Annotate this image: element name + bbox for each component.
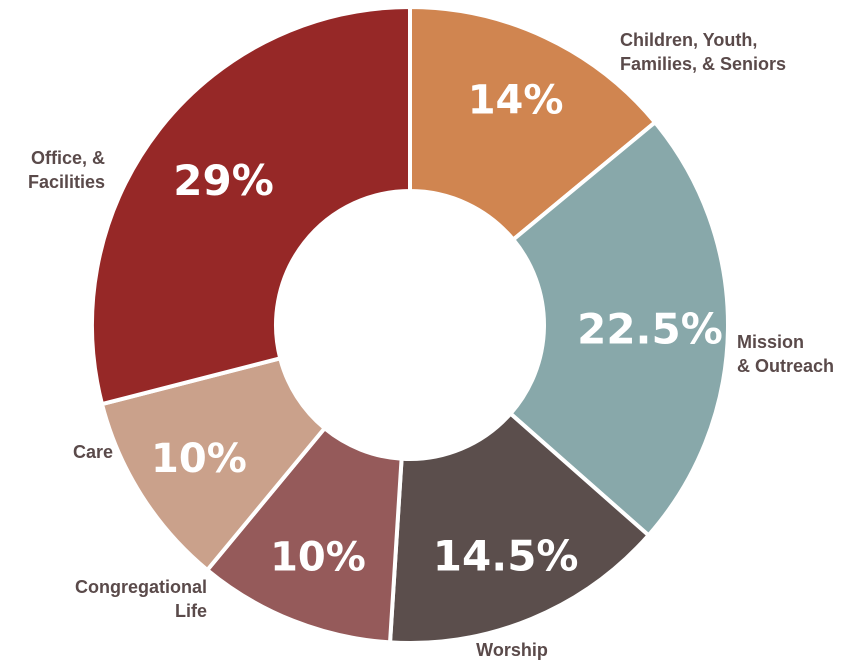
- slice-value-label-5: 29%: [173, 156, 274, 205]
- slice-value-label-4: 10%: [151, 436, 247, 482]
- slice-0: [408, 4, 658, 243]
- label-mission-outreach: Mission & Outreach: [737, 332, 835, 376]
- slice-value-label-1: 22.5%: [577, 304, 723, 353]
- label-care: Care: [72, 442, 113, 462]
- label-children-youth-families-seniors: Children, Youth, Families, & Seniors: [620, 30, 787, 74]
- slice-3: [204, 425, 404, 645]
- slice-value-label-3: 10%: [270, 534, 366, 580]
- slice-5: [90, 4, 412, 407]
- slice-value-label-0: 14%: [468, 78, 564, 124]
- slice-2: [387, 410, 652, 645]
- slice-4: [99, 355, 328, 573]
- slice-1: [507, 119, 730, 539]
- label-worship: Worship: [476, 640, 548, 660]
- label-office-facilities: Office, & Facilities: [27, 148, 105, 192]
- slice-value-label-2: 14.5%: [433, 531, 579, 580]
- label-congregational-life: Congregational Life: [74, 577, 207, 621]
